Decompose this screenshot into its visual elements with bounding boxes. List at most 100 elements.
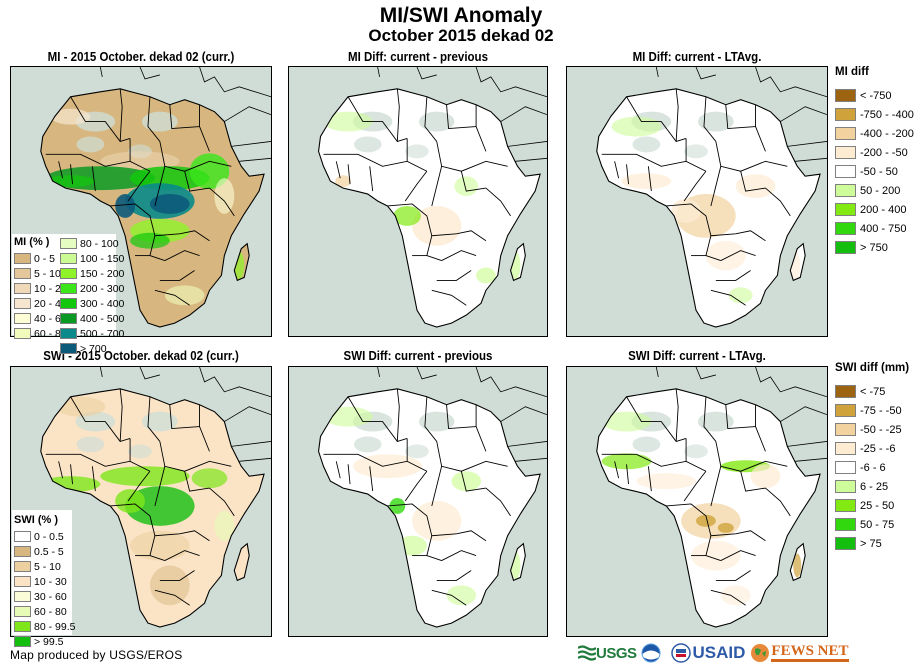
map-panel-swi-diff-previous[interactable] [288,366,548,637]
legend-swatch [14,636,31,647]
country-border [765,487,791,517]
map-data-region [149,565,190,606]
legend-item: > 700 [60,341,124,356]
page-subtitle: October 2015 dekad 02 [368,26,554,45]
country-border [626,96,687,142]
legend-title: MI diff [835,66,869,78]
country-border [169,404,200,430]
country-border [460,171,487,192]
map-data-region [164,285,205,306]
map-panel-mi-diff-previous[interactable] [288,66,548,337]
legend-label: 300 - 400 [80,297,125,310]
legend-item: 150 - 200 [60,266,124,281]
country-border [154,166,166,207]
legend-item: 5 - 10 [14,266,67,281]
data-layer [40,396,235,606]
legend-swatch [60,268,77,279]
legend-label: 30 - 60 [34,590,67,603]
legend-item: 0 - 0.5 [14,529,75,544]
country-border [387,203,457,237]
africa-map [317,67,547,328]
country-border [675,88,679,142]
data-layer [45,108,245,306]
map-data-region [50,108,91,125]
map-data-region [189,153,230,190]
legend-swatch [60,298,77,309]
africa-map [317,367,547,628]
country-border [45,453,151,472]
page-title: MI/SWI Anomaly [379,4,543,27]
legend-title: MI (% ) [14,236,50,248]
country-border [396,388,400,442]
map-data-region [214,178,235,214]
map-data-region [130,530,190,561]
coastline [596,388,821,628]
country-border [110,203,180,237]
legend-item: 10 - 30 [14,574,75,589]
country-border [431,289,467,306]
map-data-region [323,406,373,427]
country-borders-outside [99,67,271,162]
country-border [426,235,442,261]
map-panel-mi-diff-ltavg[interactable] [566,66,828,337]
coastline [40,88,265,328]
country-border [335,161,341,179]
legend-swi-diff: SWI diff (mm) < -75 -75 - -50 -50 - -25 -25… [835,360,909,553]
legend-label: 60 - 80 [34,605,67,618]
legend-label: 40 - 60 [34,312,67,325]
country-border [58,161,64,179]
country-border [159,270,195,281]
country-border [45,153,151,172]
country-border [683,170,707,202]
legend-swatch [14,561,31,572]
legend-swatch [835,537,856,550]
map-data-region [451,471,482,492]
map-data-region [335,175,352,188]
panel-title-mi-diff-previous: MI Diff: current - previous [348,50,488,64]
legend-swatch [835,442,856,455]
map-data-region [735,174,776,199]
legend-item: 300 - 400 [60,296,124,311]
legend-label: 500 - 700 [80,327,125,340]
usgs-label: USGS [596,644,637,662]
map-data-region [115,489,145,513]
legend-item: 50 - 75 [835,515,909,534]
legend-swatch [60,238,77,249]
country-border [710,289,746,306]
legend-label: 6 - 25 [860,480,889,493]
legend-label: 100 - 150 [80,252,125,265]
map-panel-swi-current[interactable] [10,366,272,637]
map-data-region [100,466,190,487]
country-border [424,396,438,442]
country-border [626,396,687,442]
africa-map [596,367,827,628]
map-data-region [353,454,422,479]
legend-swi-absolute: SWI (% ) 0 - 0.5 0.5 - 5 5 - 10 10 - 30 30 -… [12,510,76,648]
legend-swatch [835,518,856,531]
usaid-seal-icon [670,643,691,663]
country-border [209,187,235,217]
country-border [436,270,472,281]
country-border [179,230,210,242]
country-border [626,164,629,185]
legend-label: < -750 [860,89,892,102]
map-data-region [397,535,427,556]
country-border [675,388,679,442]
legend-item: -400 - -200 [835,124,914,143]
legend-swatch [14,621,31,632]
map-data-region [476,267,496,284]
legend-swatch [835,499,856,512]
country-border [110,503,180,537]
legend-label: 80 - 99.5 [34,620,76,633]
country-borders-outside [99,367,271,462]
legend-swatch [835,480,856,493]
legend-title: SWI (% ) [14,514,58,526]
legend-label: 5 - 10 [34,267,61,280]
map-panel-swi-diff-ltavg[interactable] [566,366,828,637]
country-borders-outside [377,367,547,462]
country-border [147,396,161,442]
legend-mi-absolute: MI (% ) 0 - 5 5 - 10 10 - 20 20 - 40 40 - 60… [12,234,124,355]
legend-label: 25 - 50 [860,499,895,512]
country-border [369,166,374,192]
usaid-logo: USAID [670,643,745,663]
